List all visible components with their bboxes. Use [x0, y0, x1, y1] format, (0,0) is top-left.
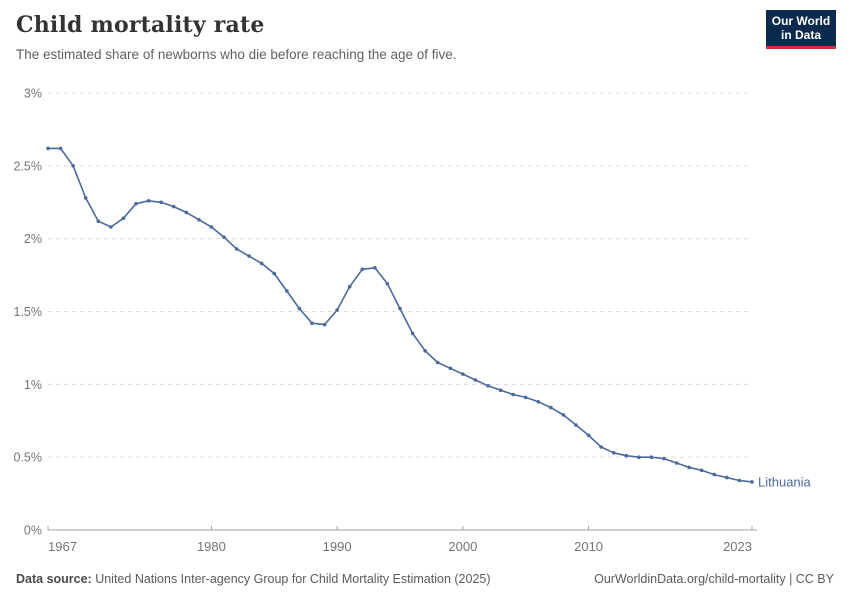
data-point[interactable]	[46, 146, 50, 151]
data-point[interactable]	[234, 247, 239, 251]
data-point[interactable]	[486, 384, 490, 388]
data-point[interactable]	[662, 456, 666, 461]
y-tick-label: 2%	[24, 232, 42, 246]
chart-footer: Data source: United Nations Inter-agency…	[16, 572, 834, 586]
data-point[interactable]	[737, 478, 742, 483]
chart-subtitle: The estimated share of newborns who die …	[16, 47, 457, 62]
data-point[interactable]	[448, 366, 453, 371]
data-point[interactable]	[649, 455, 654, 460]
data-point[interactable]	[385, 282, 390, 286]
data-point[interactable]	[435, 360, 440, 365]
data-point[interactable]	[310, 321, 314, 326]
data-point[interactable]	[674, 461, 679, 465]
data-point[interactable]	[146, 199, 151, 203]
page-title: Child mortality rate	[16, 12, 265, 38]
data-source: Data source: United Nations Inter-agency…	[16, 572, 491, 586]
chart-header: Child mortality rate The estimated share…	[16, 12, 740, 62]
data-point[interactable]	[536, 400, 541, 404]
y-tick-label: 0.5%	[14, 451, 43, 465]
data-point[interactable]	[159, 200, 163, 205]
data-point[interactable]	[410, 331, 415, 336]
data-point[interactable]	[360, 267, 365, 272]
data-point[interactable]	[58, 146, 63, 151]
y-tick-label: 3%	[24, 87, 42, 101]
data-point[interactable]	[335, 308, 339, 312]
data-point[interactable]	[549, 405, 553, 410]
y-tick-label: 1.5%	[14, 305, 43, 319]
data-point[interactable]	[699, 468, 704, 473]
data-point[interactable]	[109, 225, 113, 229]
data-point[interactable]	[498, 388, 503, 393]
y-tick-label: 2.5%	[14, 159, 43, 173]
data-point[interactable]	[83, 196, 88, 200]
data-point[interactable]	[209, 225, 214, 229]
data-point[interactable]	[750, 480, 754, 484]
data-point[interactable]	[71, 164, 75, 168]
data-point[interactable]	[347, 284, 352, 289]
x-tick-label: 2010	[574, 539, 603, 554]
x-tick-label: 1990	[323, 539, 352, 554]
data-point[interactable]	[222, 235, 226, 239]
license-link[interactable]: OurWorldinData.org/child-mortality | CC …	[594, 572, 834, 586]
data-point[interactable]	[586, 433, 591, 438]
data-point[interactable]	[285, 289, 289, 293]
data-point[interactable]	[272, 271, 277, 276]
data-point[interactable]	[473, 378, 478, 382]
data-point[interactable]	[259, 261, 264, 266]
data-point[interactable]	[96, 219, 101, 223]
data-point[interactable]	[725, 475, 729, 480]
data-point[interactable]	[511, 392, 515, 397]
data-point[interactable]	[322, 322, 327, 327]
series-line[interactable]	[48, 147, 753, 483]
data-point[interactable]	[574, 423, 578, 427]
data-point[interactable]	[611, 451, 616, 455]
owid-logo[interactable]: Our World in Data	[766, 10, 836, 49]
data-point[interactable]	[523, 395, 528, 400]
y-tick-label: 1%	[24, 378, 42, 392]
data-point[interactable]	[423, 349, 427, 353]
data-point[interactable]	[398, 306, 402, 311]
data-point[interactable]	[561, 413, 566, 417]
data-point[interactable]	[134, 201, 138, 206]
data-point[interactable]	[637, 455, 641, 460]
owid-logo-line1: Our World	[771, 14, 831, 28]
data-point[interactable]	[247, 254, 251, 258]
x-tick-label: 2000	[448, 539, 477, 554]
x-tick-label: 2023	[723, 539, 752, 554]
data-point[interactable]	[687, 465, 691, 470]
owid-logo-line2: in Data	[780, 27, 821, 42]
series-label[interactable]: Lithuania	[758, 474, 812, 489]
data-point[interactable]	[373, 266, 377, 270]
x-tick-label: 1967	[48, 539, 77, 554]
data-point[interactable]	[197, 217, 201, 222]
data-point[interactable]	[297, 306, 302, 311]
data-point[interactable]	[712, 472, 717, 477]
data-point[interactable]	[171, 204, 176, 209]
data-source-text: United Nations Inter-agency Group for Ch…	[91, 572, 491, 586]
x-tick-label: 1980	[197, 539, 226, 554]
y-tick-label: 0%	[24, 524, 42, 538]
data-point[interactable]	[461, 372, 465, 376]
data-point[interactable]	[121, 216, 126, 221]
data-point[interactable]	[624, 453, 629, 458]
data-source-label: Data source:	[16, 572, 92, 586]
data-point[interactable]	[599, 445, 603, 449]
data-point[interactable]	[184, 210, 189, 215]
